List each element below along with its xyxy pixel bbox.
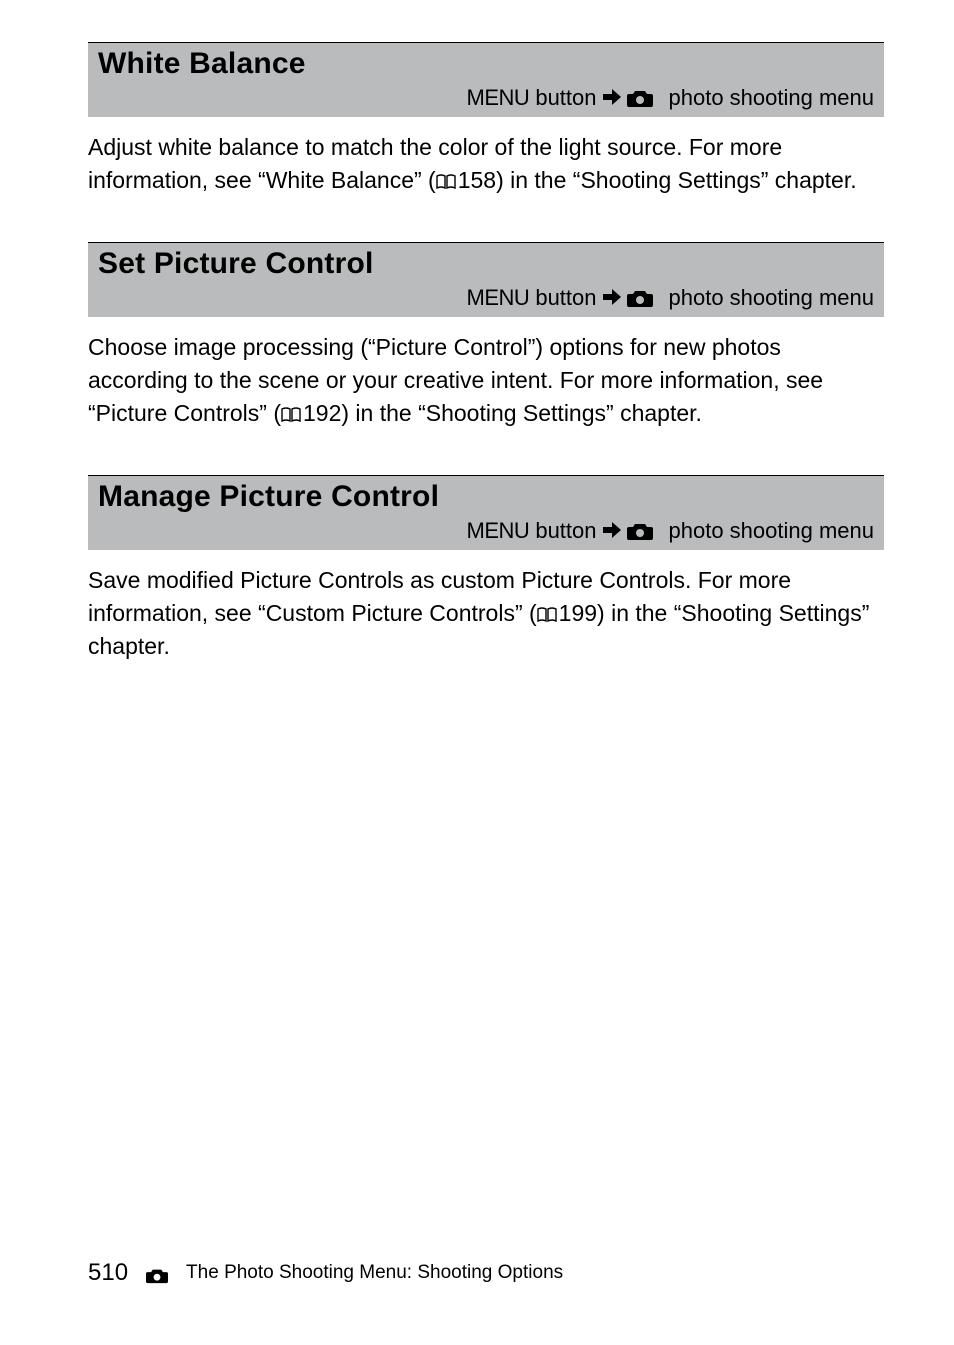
section-title: Set Picture Control [88,243,884,283]
section-body: Choose image processing (“Picture Contro… [88,317,884,431]
section-title: Manage Picture Control [88,476,884,516]
camera-icon [627,521,653,541]
ref-number: 158 [458,164,496,197]
section-header: Set Picture Control MENU button photo sh… [88,242,884,317]
body-post: ) in the “Shooting Settings” chapter. [496,167,857,193]
arrow-right-icon [603,87,621,109]
page-reference: 158 [436,164,496,197]
section-set-picture-control: Set Picture Control MENU button photo sh… [88,242,884,431]
menu-path: MENU button photo shooting menu [88,83,884,117]
button-word: button [535,285,596,311]
ref-number: 192 [303,397,341,430]
section-header: White Balance MENU button photo shooting… [88,42,884,117]
book-icon [436,174,456,190]
page-reference: 199 [537,597,597,630]
body-post: ) in the “Shooting Settings” chapter. [341,400,702,426]
section-body: Adjust white balance to match the color … [88,117,884,198]
section-white-balance: White Balance MENU button photo shooting… [88,42,884,198]
section-title: White Balance [88,43,884,83]
ref-number: 199 [559,597,597,630]
menu-label: MENU [467,85,530,111]
page-footer: 510 The Photo Shooting Menu: Shooting Op… [88,1259,563,1287]
menu-trail: photo shooting menu [669,85,875,111]
menu-path: MENU button photo shooting menu [88,283,884,317]
book-icon [537,607,557,623]
button-word: button [535,85,596,111]
camera-icon [146,1267,168,1284]
menu-path: MENU button photo shooting menu [88,516,884,550]
menu-label: MENU [467,285,530,311]
menu-trail: photo shooting menu [669,285,875,311]
arrow-right-icon [603,287,621,309]
camera-icon [627,288,653,308]
page-reference: 192 [281,397,341,430]
arrow-right-icon [603,520,621,542]
footer-text: The Photo Shooting Menu: Shooting Option… [186,1262,563,1284]
book-icon [281,407,301,423]
camera-icon [627,88,653,108]
section-manage-picture-control: Manage Picture Control MENU button photo… [88,475,884,664]
button-word: button [535,518,596,544]
menu-label: MENU [467,518,530,544]
menu-trail: photo shooting menu [669,518,875,544]
section-body: Save modified Picture Controls as custom… [88,550,884,664]
page-number: 510 [88,1259,128,1287]
section-header: Manage Picture Control MENU button photo… [88,475,884,550]
